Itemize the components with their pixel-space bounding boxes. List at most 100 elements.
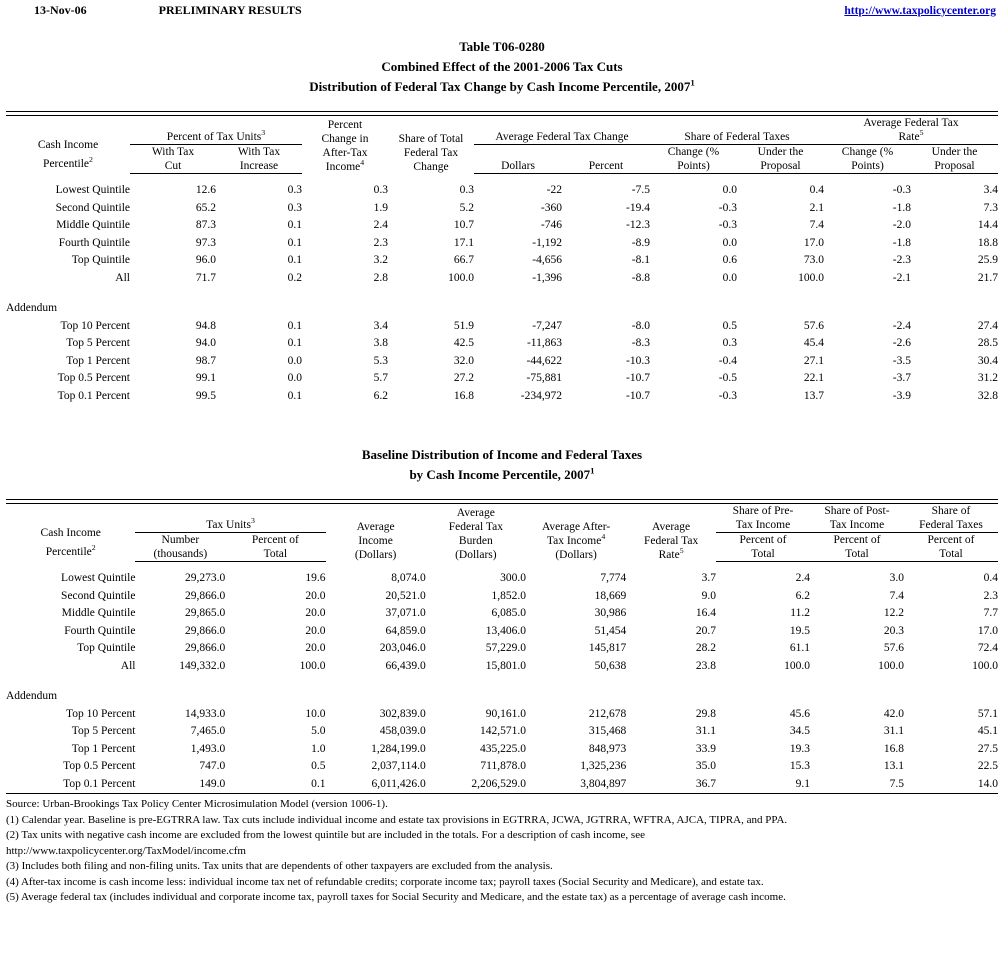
table-cell: 1,852.0: [491, 589, 526, 602]
table-cell: 98.7: [195, 354, 216, 367]
table-cell: 57.6: [803, 319, 824, 332]
footnote-marker-2: 2: [89, 154, 93, 164]
table-cell: 73.0: [803, 254, 824, 266]
table-cell: 0.2: [287, 271, 302, 284]
t2-header-average-income: Average Income (Dollars): [354, 520, 397, 561]
table-cell: 20.0: [305, 642, 326, 654]
table-cell: 3.2: [373, 254, 388, 266]
table-row: Top 10 Percent 14,933.0 10.0 302,839.0 90,16…: [6, 706, 998, 724]
table-cell: 57.1: [977, 707, 998, 720]
table-cell: 42.5: [453, 337, 474, 349]
table-cell: 10.0: [305, 707, 326, 720]
table-cell: 13.7: [803, 389, 824, 402]
table-cell: 6,085.0: [491, 607, 526, 619]
table2-title-line2: by Cash Income Percentile, 20071: [409, 465, 595, 482]
row-label: Lowest Quintile: [61, 572, 136, 584]
table2-group-header-row: Cash Income Percentile2 Tax Units3 Avera…: [6, 503, 998, 561]
table-cell: 100.0: [798, 271, 824, 284]
table-cell: -3.7: [892, 372, 911, 384]
table2-sub-header-row: Number (thousands) Percent of Total Perc…: [6, 532, 998, 562]
table-cell: -8.3: [631, 337, 650, 349]
t2-stub-header: Cash Income Percentile2: [40, 526, 101, 558]
table-cell: 1,325,236: [580, 760, 627, 772]
t1-col-rate-change-points: Change (% Points): [824, 144, 911, 174]
row-label: Top 0.5 Percent: [57, 372, 130, 384]
table-cell: 0.3: [459, 184, 474, 196]
row-label: Middle Quintile: [56, 219, 130, 231]
table-cell: 72.4: [977, 642, 998, 654]
table-cell: 29.8: [695, 707, 716, 720]
table-cell: 0.1: [287, 219, 302, 231]
table-cell-empty: [135, 688, 225, 706]
table-cell: 9.1: [795, 777, 810, 790]
table-row: Top 10 Percent 94.8 0.1 3.4 51.9 -7,247 -8.0 0.…: [6, 318, 998, 336]
table-cell: -7,247: [532, 319, 562, 332]
table-cell: 20.0: [305, 607, 326, 619]
table-cell: 0.1: [287, 236, 302, 249]
t1-group-average-federal-tax-rate: Average Federal Tax Rate5: [824, 115, 998, 145]
table-number: Table T06-0280: [459, 39, 545, 54]
table-cell: 16.8: [883, 742, 904, 755]
footnote-marker-1b: 1: [590, 465, 595, 476]
table-subtitle-1: Combined Effect of the 2001-2006 Tax Cut…: [381, 59, 623, 74]
table-cell: -0.3: [892, 184, 911, 196]
row-label: Top 1 Percent: [71, 742, 136, 755]
table-cell: -8.1: [631, 254, 650, 266]
table-cell: -2.4: [892, 319, 911, 332]
row-label: All: [120, 659, 136, 672]
table-cell: -10.7: [626, 389, 650, 402]
table-cell: 31.1: [695, 725, 716, 737]
table-cell: 3.8: [373, 337, 388, 349]
table-row: All 71.7 0.2 2.8 100.0 -1,396 -8.8 0.0 100.0 -2.1…: [6, 270, 998, 288]
table-cell: -360: [540, 201, 562, 214]
table-cell: 1.0: [311, 742, 326, 755]
table-cell-empty: [225, 688, 325, 706]
report-date: 13-Nov-06: [34, 3, 87, 17]
table-cell: 13.1: [883, 760, 904, 772]
row-label: Top Quintile: [77, 642, 136, 654]
table-row: Middle Quintile 29,865.0 20.0 37,071.0 6,085…: [6, 605, 998, 623]
table-cell: -2.0: [892, 219, 911, 231]
t2-header-average-after-tax-income: Average After- Tax Income4 (Dollars): [541, 520, 611, 561]
table-cell: 458,039.0: [379, 725, 426, 737]
footnotes-block: Source: Urban-Brookings Tax Policy Cente…: [6, 793, 998, 906]
table-cell: 711,878.0: [480, 760, 526, 772]
t2-header-average-federal-tax-burden: Average Federal Tax Burden (Dollars): [448, 506, 503, 561]
t2-col-number-thousands: Number (thousands): [135, 532, 226, 562]
table-row: Top 0.1 Percent 99.5 0.1 6.2 16.8 -234,972 -10…: [6, 388, 998, 406]
table-cell: 16.8: [453, 389, 474, 402]
table-cell: 19.6: [305, 572, 326, 584]
table-cell: 19.5: [789, 624, 810, 637]
table-cell: 212,678: [588, 707, 627, 720]
table-cell: -0.4: [718, 354, 737, 367]
row-label: Top 0.5 Percent: [63, 760, 136, 772]
table-cell: 3.7: [701, 572, 716, 584]
table-cell: -75,881: [526, 372, 562, 384]
table-cell: 0.1: [287, 254, 302, 266]
table-cell-empty: [130, 300, 216, 318]
table-cell: 0.0: [722, 184, 737, 196]
table-cell: 29,866.0: [185, 624, 226, 637]
table-cell: 2,037,114.0: [371, 760, 426, 772]
table-cell: 6.2: [795, 589, 810, 602]
table-row: Fourth Quintile 97.3 0.1 2.3 17.1 -1,192 -8.9 0…: [6, 235, 998, 253]
table-cell: 2.4: [373, 219, 388, 231]
table-cell: 3.4: [983, 184, 998, 196]
table-cell: 0.6: [722, 254, 737, 266]
table-cell: 2.3: [983, 589, 998, 602]
taxpolicycenter-link[interactable]: http://www.taxpolicycenter.org: [844, 5, 996, 17]
addendum-gap: [6, 287, 998, 300]
table-cell: 6.2: [373, 389, 388, 402]
table-cell: 2,206,529.0: [471, 777, 526, 790]
table-cell: 21.7: [977, 271, 998, 284]
addendum-header-row: Addendum: [6, 300, 998, 318]
table-cell: 1.9: [373, 201, 388, 214]
table-cell: 97.3: [195, 236, 216, 249]
table-cell: 27.4: [977, 319, 998, 332]
table2-header-gap: [6, 562, 998, 571]
table-cell: 149.0: [199, 777, 226, 790]
row-label: Lowest Quintile: [55, 184, 130, 196]
table-cell: 100.0: [878, 659, 904, 672]
table-cell: 33.9: [695, 742, 716, 755]
table-cell-empty: [911, 300, 998, 318]
